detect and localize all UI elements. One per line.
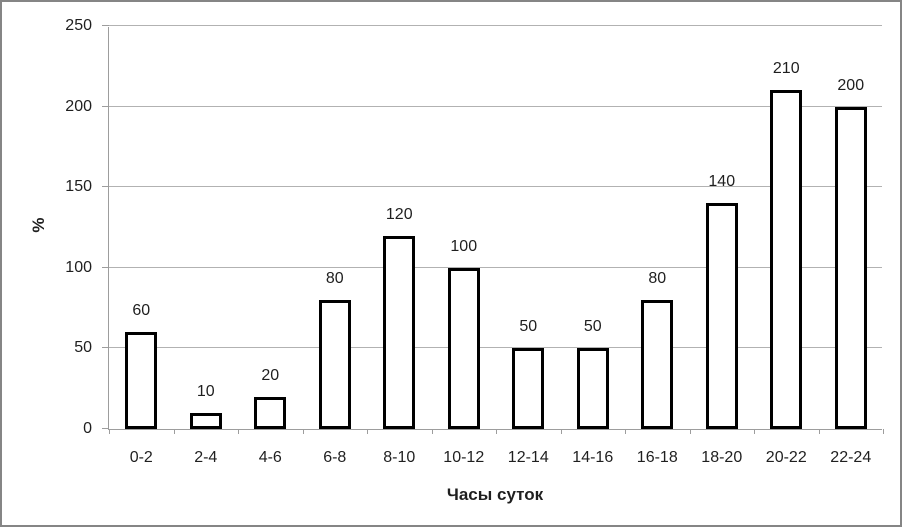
bar: [318, 300, 351, 429]
x-axis-category-label: 0-2: [129, 449, 153, 466]
x-axis-category-label: 14-16: [572, 449, 614, 466]
bar-value-label: 80: [325, 270, 344, 288]
x-axis-tick: [238, 429, 239, 434]
y-axis-tick: [102, 428, 109, 429]
y-axis-tick-label: 50: [74, 339, 92, 357]
bar-value-label: 50: [519, 318, 538, 336]
y-axis-tick: [102, 105, 109, 107]
bar-value-label: 120: [385, 205, 413, 223]
x-axis-category-label: 12-14: [507, 449, 549, 466]
bar: [834, 106, 867, 429]
bar: [770, 90, 803, 429]
x-axis-category-label: 16-18: [636, 449, 678, 466]
bar: [383, 235, 416, 429]
x-axis-tick: [560, 429, 562, 434]
gridline: [109, 186, 882, 188]
y-axis-tick-label: 100: [65, 258, 92, 276]
bar: [576, 348, 609, 429]
x-axis-tick: [818, 429, 820, 434]
x-axis-category-label: 8-10: [383, 449, 416, 466]
y-axis-tick-label: 150: [65, 178, 92, 196]
bar-value-label: 200: [837, 76, 865, 94]
x-axis-category-label: 6-8: [323, 449, 347, 466]
x-axis-tick: [625, 429, 626, 434]
bar-value-label: 100: [450, 237, 478, 255]
x-axis-tick: [109, 429, 110, 434]
gridline: [109, 25, 882, 26]
x-axis-tick: [367, 429, 368, 434]
y-axis-title: %: [29, 217, 48, 233]
y-axis-tick: [102, 266, 109, 268]
y-axis-tick: [102, 347, 109, 349]
gridline: [109, 347, 882, 349]
bar-value-label: 210: [772, 60, 800, 78]
bar-value-label: 140: [708, 173, 736, 191]
bar: [512, 348, 545, 429]
y-axis-tick: [102, 25, 109, 26]
plot-area: 0 50 100 150 200 250 60 0-2 10 2-4 20 4-6 80 6-8 120 8-…: [65, 18, 884, 466]
x-axis-tick: [754, 429, 755, 434]
x-axis-tick: [883, 429, 884, 434]
x-axis-category-label: 2-4: [194, 449, 218, 466]
bar-value-label: 10: [196, 382, 215, 400]
x-axis-tick: [431, 429, 433, 434]
gridline: [109, 266, 882, 268]
bar-value-label: 80: [648, 270, 667, 288]
y-axis-tick-label: 200: [65, 97, 92, 115]
x-axis-category-label: 22-24: [830, 449, 872, 466]
bar: [705, 203, 738, 429]
x-axis-category-label: 10-12: [443, 449, 485, 466]
bar: [125, 332, 158, 429]
x-axis-category-label: 4-6: [258, 449, 282, 466]
bar-value-label: 50: [583, 318, 602, 336]
y-axis-tick-label: 250: [65, 17, 92, 34]
gridline: [109, 105, 882, 107]
x-axis-tick: [302, 429, 304, 434]
y-axis-tick: [102, 186, 109, 188]
bar-value-label: 60: [132, 302, 151, 320]
x-axis-tick: [496, 429, 497, 434]
x-axis-category-label: 18-20: [701, 449, 743, 466]
x-axis-tick: [689, 429, 691, 434]
bar: [254, 396, 287, 429]
bar: [189, 412, 222, 429]
bar-value-label: 20: [261, 366, 280, 384]
bar: [641, 300, 674, 429]
y-axis-tick-label: 0: [83, 420, 92, 437]
x-axis-title: Часы суток: [446, 485, 544, 504]
bar: [447, 267, 480, 429]
x-axis-tick: [173, 429, 175, 434]
x-axis-category-label: 20-22: [765, 449, 807, 466]
